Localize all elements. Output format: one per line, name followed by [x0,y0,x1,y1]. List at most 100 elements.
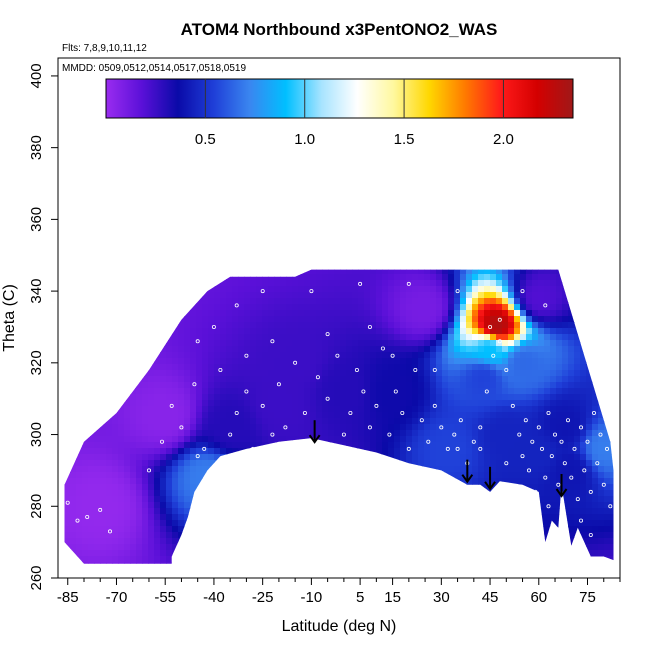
field-cell [598,274,605,281]
field-cell [406,274,413,281]
field-cell [106,244,113,251]
field-cell [448,58,455,65]
field-cell [568,70,575,77]
field-cell [244,370,251,377]
field-cell [184,124,191,131]
field-cell [232,310,239,317]
field-cell [268,196,275,203]
field-cell [160,214,167,221]
field-cell [304,148,311,155]
field-cell [172,286,179,293]
field-cell [544,202,551,209]
field-cell [58,106,65,113]
field-cell [448,232,455,239]
field-cell [82,310,89,317]
field-cell [592,124,599,131]
field-cell [358,232,365,239]
field-cell [478,64,485,71]
field-cell [448,178,455,185]
field-cell [196,322,203,329]
field-cell [424,262,431,269]
field-cell [460,322,467,329]
field-cell [100,130,107,137]
field-cell [226,334,233,341]
field-cell [538,238,545,245]
field-cell [166,136,173,143]
field-cell [310,346,317,353]
field-cell [94,178,101,185]
field-cell [514,136,521,143]
field-cell [478,184,485,191]
field-cell [430,370,437,377]
field-cell [490,220,497,227]
field-cell [292,370,299,377]
field-cell [304,154,311,161]
field-cell [538,142,545,149]
field-cell [412,334,419,341]
field-cell [394,178,401,185]
field-cell [292,226,299,233]
field-cell [322,160,329,167]
field-cell [532,328,539,335]
field-cell [562,334,569,341]
field-cell [82,76,89,83]
field-cell [592,202,599,209]
field-cell [118,232,125,239]
field-cell [382,58,389,65]
field-cell [418,358,425,365]
field-cell [82,94,89,101]
field-cell [388,316,395,323]
field-cell [616,172,623,179]
field-cell [388,274,395,281]
field-cell [508,178,515,185]
field-cell [310,208,317,215]
field-cell [340,316,347,323]
field-cell [442,220,449,227]
field-cell [466,142,473,149]
field-cell [244,160,251,167]
field-cell [616,154,623,161]
field-cell [376,328,383,335]
field-cell [208,166,215,173]
field-cell [406,364,413,371]
field-cell [286,340,293,347]
field-cell [556,322,563,329]
field-cell [436,244,443,251]
field-cell [352,244,359,251]
field-cell [538,352,545,359]
field-cell [268,358,275,365]
field-cell [568,142,575,149]
field-cell [472,178,479,185]
field-cell [334,304,341,311]
field-cell [172,214,179,221]
field-cell [604,142,611,149]
field-cell [202,178,209,185]
field-cell [280,220,287,227]
field-cell [58,142,65,149]
field-cell [250,244,257,251]
field-cell [496,269,503,275]
field-cell [226,238,233,245]
field-cell [190,214,197,221]
field-cell [220,154,227,161]
field-cell [244,364,251,371]
field-cell [406,220,413,227]
field-cell [538,244,545,251]
field-cell [454,310,461,317]
field-cell [364,58,371,65]
field-cell [472,196,479,203]
field-cell [148,124,155,131]
field-cell [118,346,125,353]
field-cell [328,328,335,335]
field-cell [316,148,323,155]
field-cell [484,70,491,77]
field-cell [376,118,383,125]
field-cell [304,346,311,353]
field-cell [322,118,329,125]
field-cell [418,304,425,311]
field-cell [274,346,281,353]
field-cell [424,220,431,227]
field-cell [154,280,161,287]
field-cell [322,269,329,275]
field-cell [580,310,587,317]
